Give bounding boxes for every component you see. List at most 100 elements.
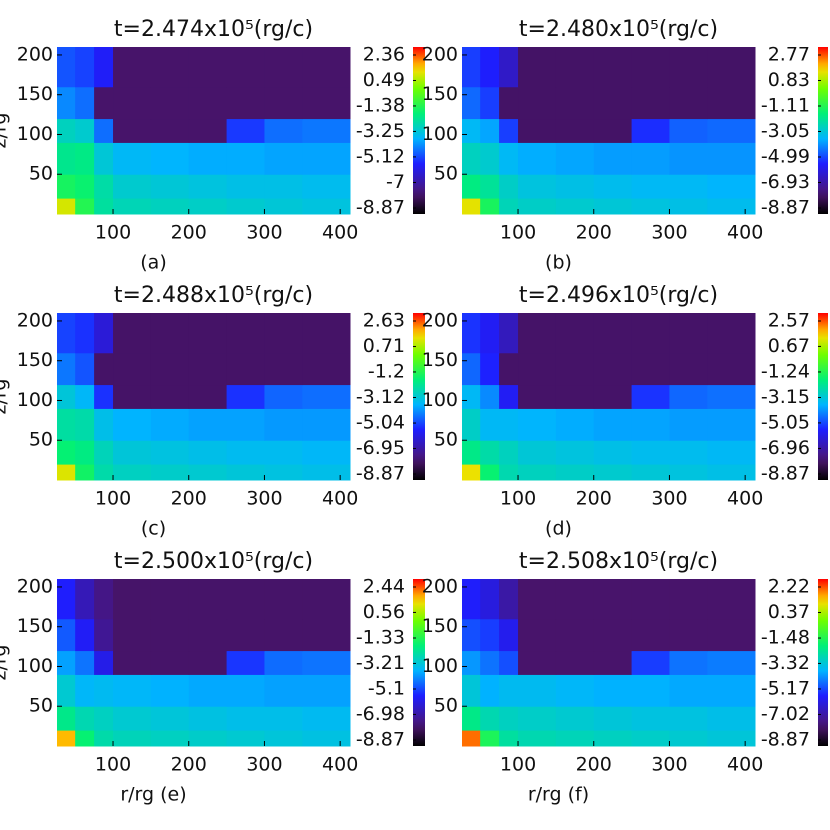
heat-cell	[264, 86, 303, 120]
heat-cell	[593, 174, 633, 199]
heat-cell	[75, 198, 95, 215]
heat-cell	[226, 730, 265, 747]
heat-cell	[113, 618, 152, 652]
heat-cell	[188, 174, 228, 199]
heat-cell	[75, 174, 95, 199]
x-tick-label: 400	[727, 754, 763, 776]
heat-cell	[518, 408, 557, 441]
y-tick-label: 50	[29, 695, 53, 717]
heat-cell	[707, 47, 756, 88]
heat-cell	[57, 352, 76, 386]
heat-cell	[264, 142, 303, 175]
heat-cell	[518, 86, 557, 120]
heat-cell	[94, 706, 114, 731]
heat-cell	[57, 650, 76, 675]
y-tick-label: 100	[17, 655, 53, 677]
heat-cell	[631, 706, 670, 731]
heat-cell	[631, 730, 670, 747]
heat-cell	[94, 579, 114, 620]
heat-cell	[631, 464, 670, 481]
heat-cell	[480, 408, 500, 441]
heat-cell	[593, 118, 633, 143]
heat-cell	[518, 674, 557, 707]
heat-cell	[94, 47, 114, 88]
heat-cell	[226, 440, 265, 465]
heat-cell	[302, 384, 351, 409]
chart-title: t=2.508x10⁵(rg/c)	[519, 549, 718, 574]
heat-cell	[593, 579, 633, 620]
colorbar	[413, 313, 425, 480]
x-tick-label: 400	[322, 222, 358, 244]
x-tick-label: 100	[500, 222, 536, 244]
heat-cell	[707, 384, 756, 409]
y-tick-label: 200	[17, 309, 53, 331]
chart-title: t=2.500x10⁵(rg/c)	[114, 549, 313, 574]
chart-title: t=2.474x10⁵(rg/c)	[114, 17, 313, 42]
heat-cell	[462, 86, 481, 120]
heat-cell	[75, 706, 95, 731]
heat-cell	[462, 352, 481, 386]
heat-cell	[302, 352, 351, 386]
heat-cell	[94, 118, 114, 143]
heat-cell	[707, 86, 756, 120]
heat-cell	[669, 464, 708, 481]
colorbar-tick-label: -1.48	[761, 627, 810, 649]
heat-cell	[707, 706, 756, 731]
heat-cell	[555, 86, 595, 120]
heat-cell	[631, 198, 670, 215]
heat-cell	[57, 730, 76, 747]
heat-cell	[150, 706, 190, 731]
heat-cell	[57, 198, 76, 215]
heat-cell	[302, 440, 351, 465]
y-tick-label: 150	[422, 83, 458, 105]
heat-cell	[188, 408, 228, 441]
heat-cell	[302, 118, 351, 143]
heat-cell	[518, 174, 557, 199]
heat-cell	[499, 352, 519, 386]
colorbar-tick-label: -5.12	[356, 145, 405, 167]
heat-cell	[226, 384, 265, 409]
heat-cell	[94, 408, 114, 441]
heat-cell	[94, 650, 114, 675]
heat-cell	[302, 86, 351, 120]
y-tick-label: 100	[422, 655, 458, 677]
heat-cell	[480, 618, 500, 652]
heat-cell	[150, 464, 190, 481]
heat-cell	[707, 730, 756, 747]
heat-cell	[150, 198, 190, 215]
heat-cell	[75, 384, 95, 409]
heat-cell	[57, 47, 76, 88]
heat-cell	[593, 650, 633, 675]
heat-cell	[462, 47, 481, 88]
heat-cell	[499, 384, 519, 409]
heat-cell	[593, 408, 633, 441]
heat-cell	[302, 174, 351, 199]
y-tick-label: 50	[434, 429, 458, 451]
heat-cell	[264, 440, 303, 465]
colorbar-tick-label: 0.37	[768, 601, 810, 623]
heat-cell	[518, 730, 557, 747]
colorbar-tick-label: 2.57	[768, 310, 810, 332]
heat-cell	[150, 618, 190, 652]
heat-cell	[94, 730, 114, 747]
heat-cell	[302, 674, 351, 707]
heat-cell	[669, 47, 708, 88]
colorbar-tick-label: -3.25	[356, 120, 405, 142]
colorbar-tick-label: -8.87	[761, 729, 810, 751]
heat-cell	[669, 198, 708, 215]
heat-cell	[707, 118, 756, 143]
colorbar-tick-label: -8.87	[761, 463, 810, 485]
heat-cell	[57, 674, 76, 707]
heat-cell	[555, 440, 595, 465]
heat-cell	[75, 142, 95, 175]
heat-cell	[669, 352, 708, 386]
heat-cell	[226, 618, 265, 652]
heat-cell	[75, 618, 95, 652]
heat-cell	[264, 313, 303, 354]
x-axis-label: (c)	[141, 518, 166, 540]
y-tick-label: 150	[17, 83, 53, 105]
heat-cell	[226, 674, 265, 707]
heat-cell	[264, 674, 303, 707]
heat-cell	[631, 384, 670, 409]
colorbar-tick-label: -5.17	[761, 677, 810, 699]
